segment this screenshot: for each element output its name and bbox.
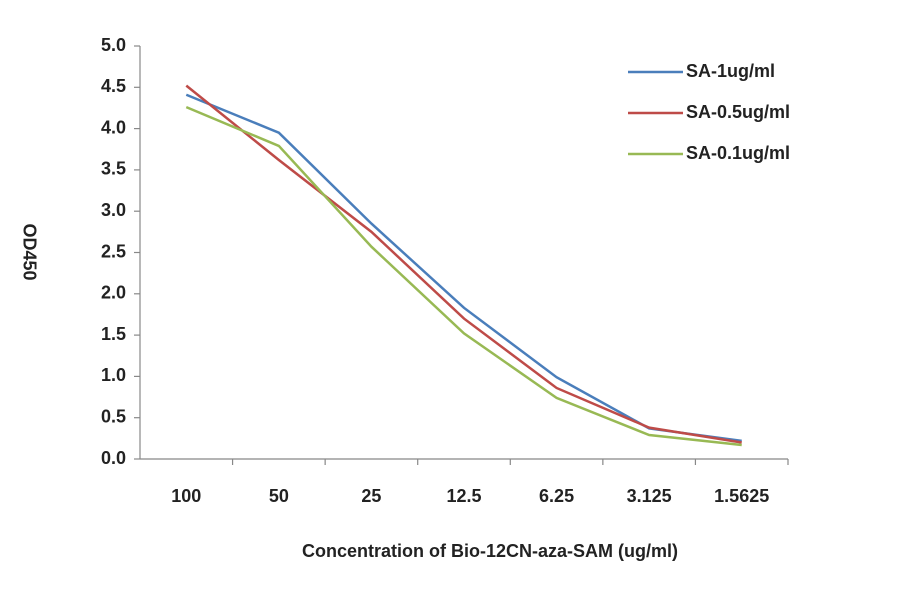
y-tick-label: 5.0	[101, 35, 126, 55]
x-tick-label: 12.5	[446, 486, 481, 506]
x-axis-label: Concentration of Bio-12CN-aza-SAM (ug/ml…	[302, 541, 678, 561]
y-tick-label: 4.0	[101, 117, 126, 137]
y-tick-label: 3.5	[101, 159, 126, 179]
x-tick-label: 25	[361, 486, 381, 506]
x-tick-label: 3.125	[627, 486, 672, 506]
legend-label: SA-1ug/ml	[686, 61, 775, 81]
series-line	[185, 93, 742, 443]
y-tick-label: 4.5	[101, 76, 126, 96]
series-line	[185, 105, 742, 447]
y-axis-label: OD450	[19, 223, 39, 280]
y-tick-label: 1.5	[101, 324, 126, 344]
x-tick-label: 6.25	[539, 486, 574, 506]
series-line	[185, 84, 742, 444]
x-tick-label: 50	[269, 486, 289, 506]
y-tick-label: 3.0	[101, 200, 126, 220]
legend-label: SA-0.5ug/ml	[686, 102, 790, 122]
y-tick-label: 2.0	[101, 283, 126, 303]
y-tick-label: 0.0	[101, 448, 126, 468]
y-tick-label: 2.5	[101, 241, 126, 261]
x-tick-label: 1.5625	[714, 486, 769, 506]
y-tick-label: 0.5	[101, 406, 126, 426]
y-tick-label: 1.0	[101, 365, 126, 385]
legend-label: SA-0.1ug/ml	[686, 143, 790, 163]
x-tick-label: 100	[171, 486, 201, 506]
